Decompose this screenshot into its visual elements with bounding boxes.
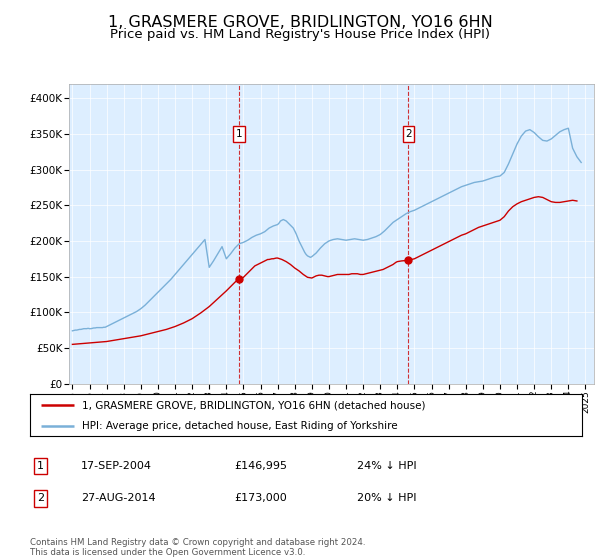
Text: 1, GRASMERE GROVE, BRIDLINGTON, YO16 6HN (detached house): 1, GRASMERE GROVE, BRIDLINGTON, YO16 6HN… [82, 400, 426, 410]
Text: 1: 1 [37, 461, 44, 471]
Text: HPI: Average price, detached house, East Riding of Yorkshire: HPI: Average price, detached house, East… [82, 422, 398, 431]
Text: 2: 2 [405, 129, 412, 139]
Text: £173,000: £173,000 [234, 493, 287, 503]
Text: £146,995: £146,995 [234, 461, 287, 471]
Text: 24% ↓ HPI: 24% ↓ HPI [357, 461, 416, 471]
Text: 2: 2 [37, 493, 44, 503]
Text: 17-SEP-2004: 17-SEP-2004 [81, 461, 152, 471]
Text: 1, GRASMERE GROVE, BRIDLINGTON, YO16 6HN: 1, GRASMERE GROVE, BRIDLINGTON, YO16 6HN [107, 15, 493, 30]
Text: 20% ↓ HPI: 20% ↓ HPI [357, 493, 416, 503]
Text: 1: 1 [235, 129, 242, 139]
Text: Price paid vs. HM Land Registry's House Price Index (HPI): Price paid vs. HM Land Registry's House … [110, 28, 490, 41]
Text: 27-AUG-2014: 27-AUG-2014 [81, 493, 155, 503]
Text: Contains HM Land Registry data © Crown copyright and database right 2024.
This d: Contains HM Land Registry data © Crown c… [30, 538, 365, 557]
